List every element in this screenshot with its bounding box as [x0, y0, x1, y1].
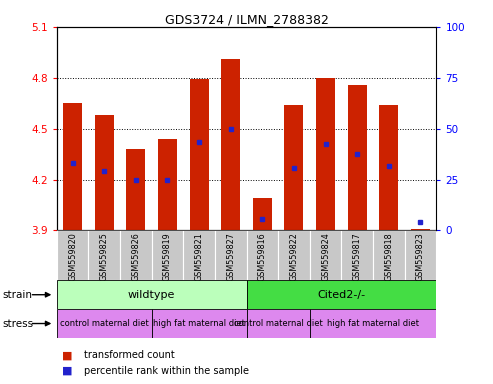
Bar [189, 79, 209, 230]
Bar [57, 230, 88, 280]
Bar [310, 230, 341, 280]
Bar [221, 59, 240, 230]
Text: percentile rank within the sample: percentile rank within the sample [84, 366, 249, 376]
Text: GSM559827: GSM559827 [226, 232, 235, 281]
Bar [183, 230, 215, 280]
Bar [57, 280, 246, 309]
Bar [126, 149, 145, 230]
Bar [246, 309, 310, 338]
Text: control maternal diet: control maternal diet [234, 319, 322, 328]
Text: GSM559823: GSM559823 [416, 232, 425, 281]
Bar [373, 230, 405, 280]
Text: GSM559818: GSM559818 [385, 232, 393, 281]
Bar [380, 105, 398, 230]
Text: GSM559822: GSM559822 [289, 232, 298, 281]
Text: GSM559821: GSM559821 [195, 232, 204, 281]
Bar [152, 230, 183, 280]
Text: GSM559826: GSM559826 [131, 232, 141, 281]
Text: GSM559820: GSM559820 [68, 232, 77, 281]
Bar [405, 230, 436, 280]
Bar [278, 230, 310, 280]
Text: ■: ■ [62, 366, 72, 376]
Bar [246, 280, 436, 309]
Bar [63, 103, 82, 230]
Text: Cited2-/-: Cited2-/- [317, 290, 365, 300]
Bar [411, 229, 430, 230]
Text: control maternal diet: control maternal diet [60, 319, 148, 328]
Text: GSM559825: GSM559825 [100, 232, 108, 281]
Title: GDS3724 / ILMN_2788382: GDS3724 / ILMN_2788382 [165, 13, 328, 26]
Text: strain: strain [2, 290, 33, 300]
Text: wildtype: wildtype [128, 290, 176, 300]
Bar [152, 309, 246, 338]
Bar [284, 105, 304, 230]
Bar [316, 78, 335, 230]
Bar [310, 309, 436, 338]
Bar [158, 139, 177, 230]
Text: transformed count: transformed count [84, 350, 175, 360]
Bar [246, 230, 278, 280]
Text: GSM559817: GSM559817 [352, 232, 362, 281]
Text: stress: stress [2, 318, 34, 329]
Bar [253, 198, 272, 230]
Text: ■: ■ [62, 350, 72, 360]
Text: high fat maternal diet: high fat maternal diet [153, 319, 245, 328]
Text: GSM559824: GSM559824 [321, 232, 330, 281]
Bar [348, 84, 367, 230]
Bar [95, 115, 113, 230]
Text: high fat maternal diet: high fat maternal diet [327, 319, 419, 328]
Text: GSM559816: GSM559816 [258, 232, 267, 281]
Bar [88, 230, 120, 280]
Bar [120, 230, 152, 280]
Bar [341, 230, 373, 280]
Bar [57, 309, 152, 338]
Bar [215, 230, 246, 280]
Text: GSM559819: GSM559819 [163, 232, 172, 281]
